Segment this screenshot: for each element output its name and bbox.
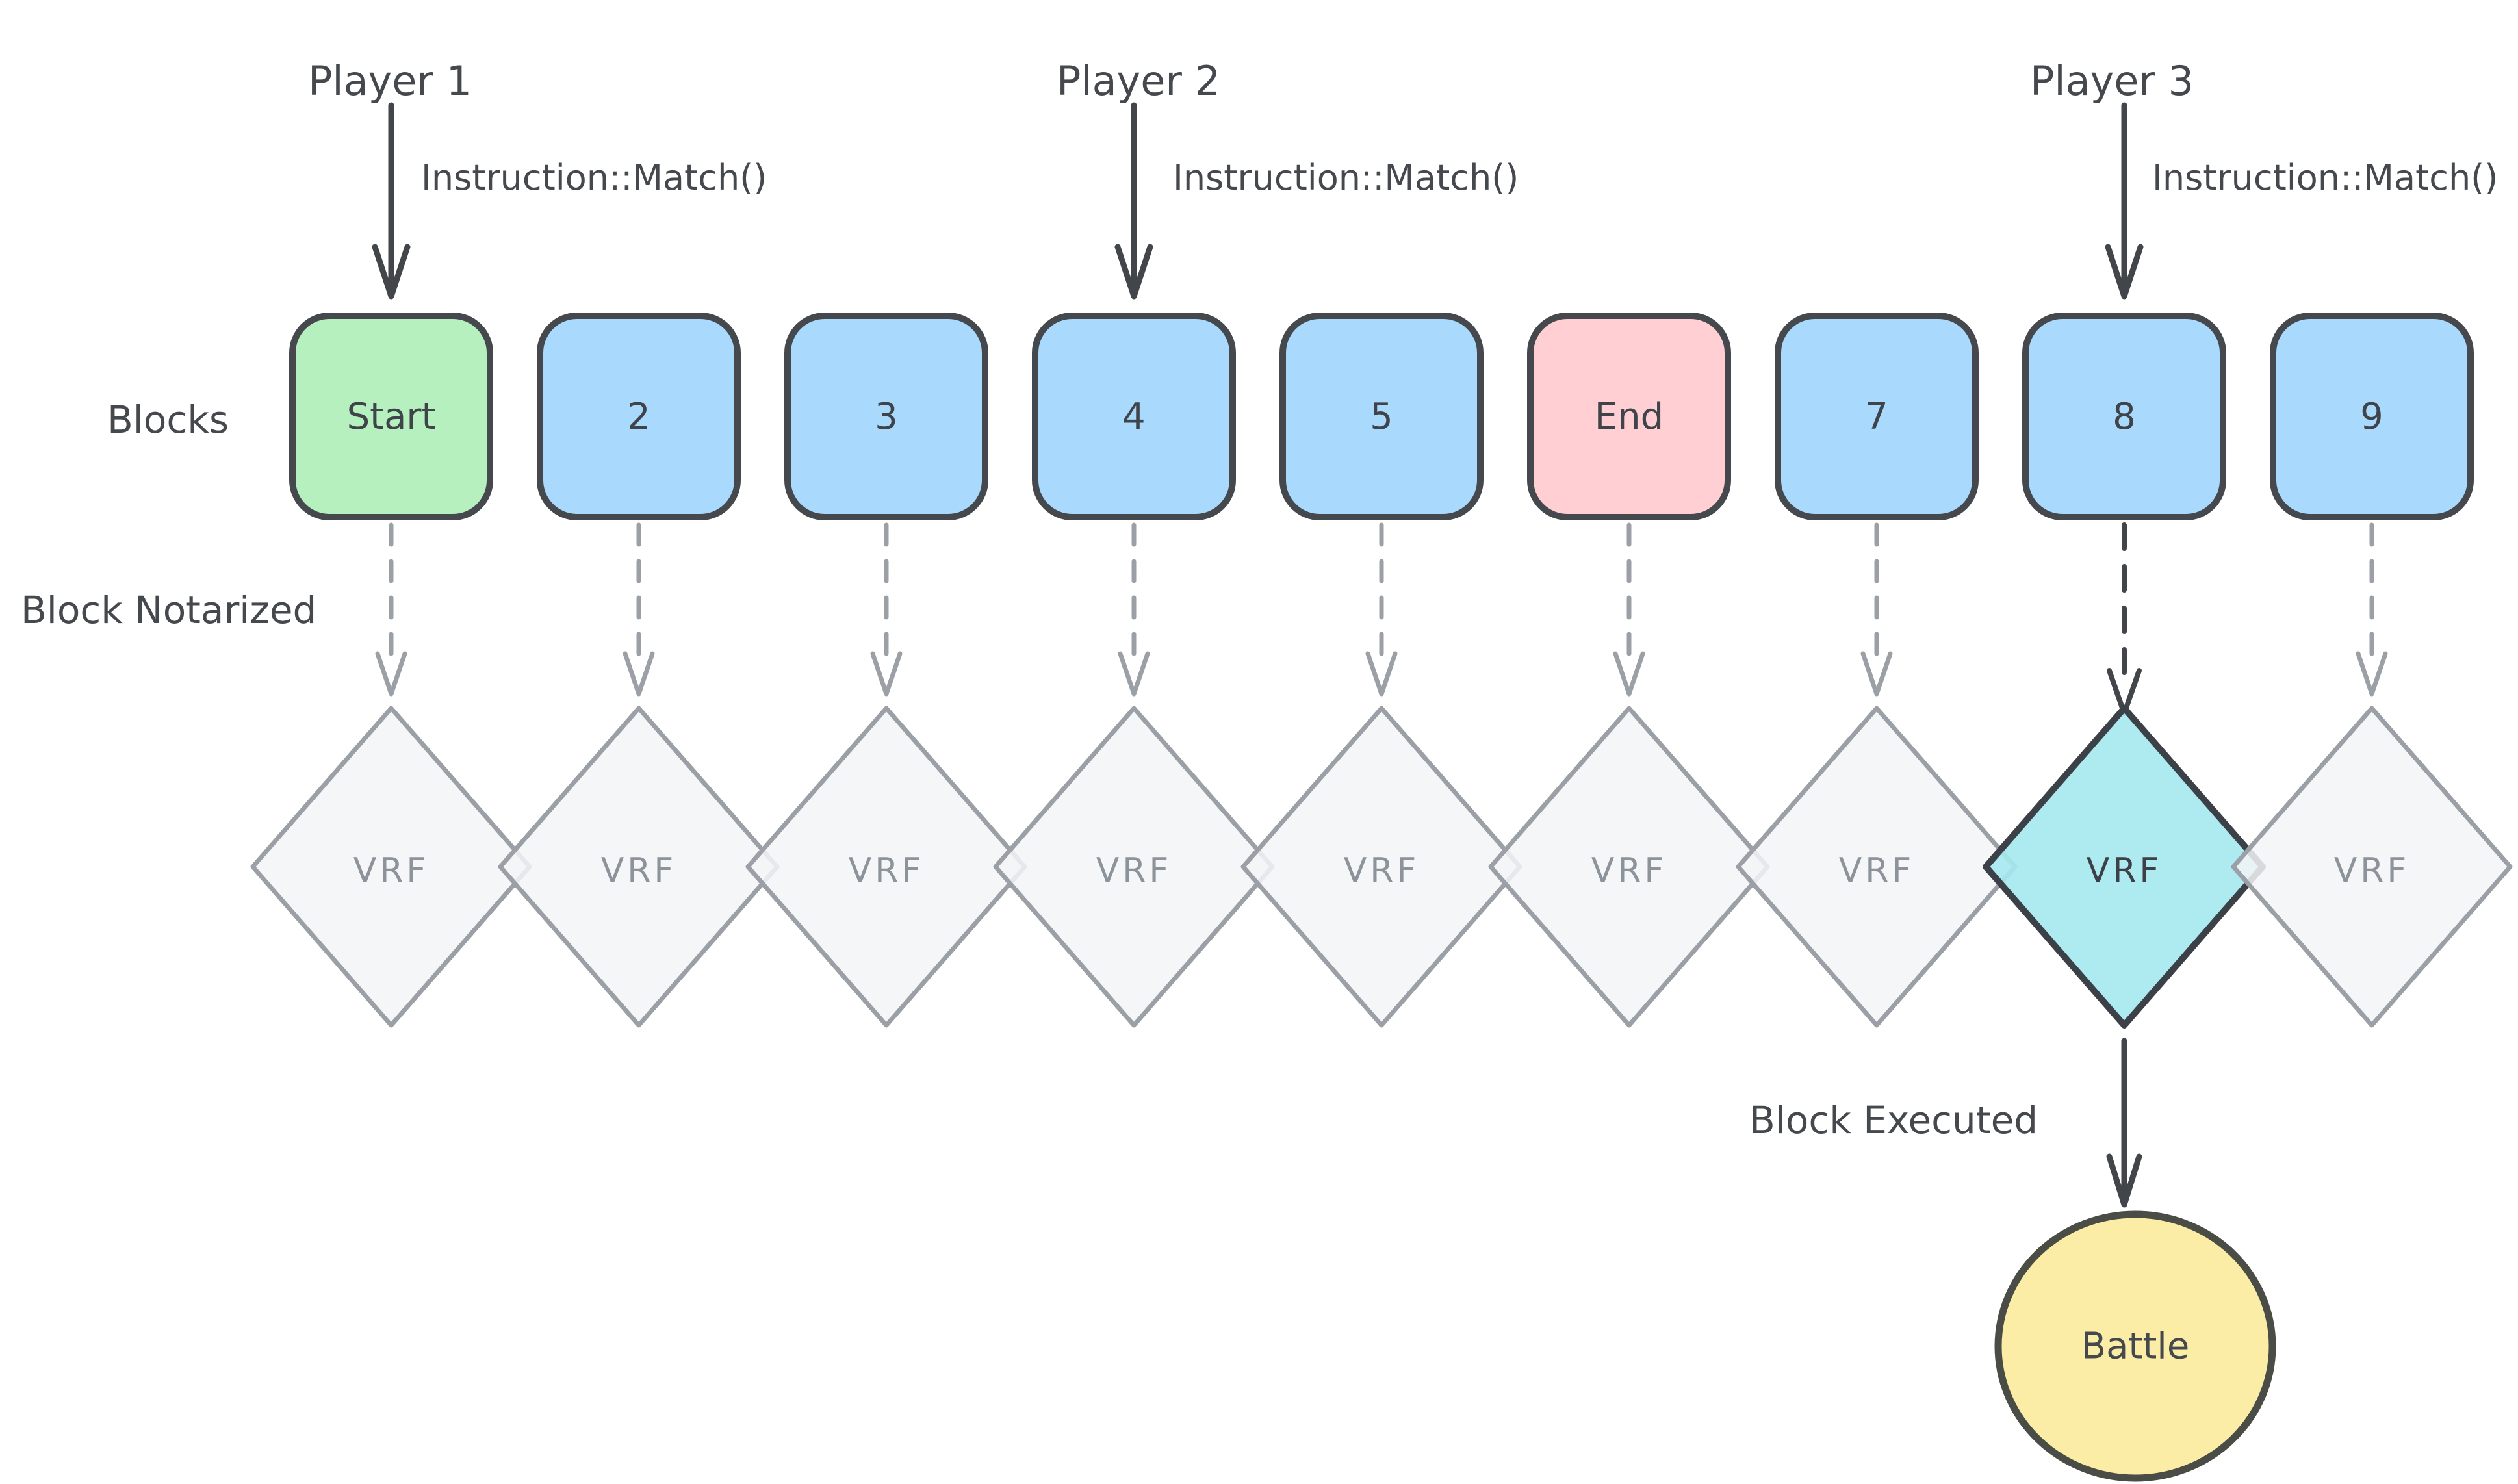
instruction-label-2: Instruction::Match()	[1173, 157, 1519, 198]
vrf-label-7: VRF	[1839, 851, 1915, 890]
block-5: 5	[1279, 313, 1484, 520]
vrf-label-4: VRF	[1096, 851, 1172, 890]
vrf-diamond-2	[498, 706, 780, 1028]
executed-arrow	[2106, 1038, 2142, 1208]
block-label: 3	[875, 395, 898, 438]
vrf-label-8: VRF	[2087, 851, 2163, 890]
vrf-label-3: VRF	[849, 851, 925, 890]
player-1-arrow	[372, 102, 411, 300]
notarized-arrow-5	[1365, 522, 1398, 697]
arrow-head	[1114, 244, 1153, 300]
player-2-arrow	[1114, 102, 1153, 300]
block-4: 4	[1032, 313, 1236, 520]
block-label: End	[1594, 395, 1664, 438]
block-label: Start	[346, 395, 436, 438]
notarized-arrow-8	[2107, 522, 2142, 716]
player-3-label: Player 3	[2029, 57, 2194, 105]
block-label: 4	[1122, 395, 1146, 438]
vrf-diamond-4	[993, 706, 1275, 1028]
notarized-arrow-7	[1860, 522, 1893, 697]
notarized-arrows	[375, 522, 2388, 697]
notarized-arrow-3	[870, 522, 903, 697]
vrf-diamond-9	[2231, 706, 2513, 1028]
notarized-arrow-1	[375, 522, 407, 697]
battle-label: Battle	[2081, 1325, 2190, 1368]
vrf-diamond-7	[1736, 706, 2018, 1028]
vrf-label-5: VRF	[1344, 851, 1420, 890]
block-9: 9	[2270, 313, 2474, 520]
notarized-arrow-9	[2356, 522, 2388, 697]
block-label: 5	[1370, 395, 1393, 438]
player-1-label: Player 1	[307, 57, 472, 105]
vrf-label-6: VRF	[1591, 851, 1667, 890]
notarized-arrow-6	[1613, 522, 1645, 697]
block-label: 9	[2360, 395, 2383, 438]
vrf-label-9: VRF	[2334, 851, 2410, 890]
notarized-arrow-2	[623, 522, 655, 697]
vrf-diamond-3	[745, 706, 1027, 1028]
block-start: Start	[289, 313, 493, 520]
block-label: 8	[2113, 395, 2136, 438]
vrf-diamonds	[250, 705, 2513, 1029]
arrow-head	[2106, 1153, 2142, 1208]
block-executed-label: Block Executed	[1749, 1098, 2038, 1142]
notarized-arrow-4	[1118, 522, 1150, 697]
vrf-label-1: VRF	[353, 851, 430, 890]
instruction-label-1: Instruction::Match()	[421, 157, 767, 198]
block-3: 3	[784, 313, 988, 520]
vrf-diamond-1	[250, 706, 532, 1028]
vrf-diamond-6	[1488, 706, 1770, 1028]
instruction-label-3: Instruction::Match()	[2152, 157, 2499, 198]
vrf-labels: VRF VRF VRF VRF VRF VRF VRF VRF VRF	[353, 851, 2410, 890]
vrf-diamond-8-highlighted	[1983, 705, 2266, 1029]
arrow-head	[372, 244, 411, 300]
block-label: 7	[1865, 395, 1888, 438]
player-2-label: Player 2	[1056, 57, 1221, 105]
battle-node	[1994, 1210, 2276, 1482]
block-notarized-label: Block Notarized	[21, 588, 317, 632]
blocks-row-label: Blocks	[107, 398, 229, 442]
block-7: 7	[1775, 313, 1979, 520]
vrf-label-2: VRF	[601, 851, 677, 890]
block-8: 8	[2022, 313, 2226, 520]
arrow-head	[2105, 244, 2144, 300]
block-label: 2	[627, 395, 650, 438]
player-3-arrow	[2105, 102, 2144, 300]
vrf-diamond-5	[1240, 706, 1522, 1028]
block-end: End	[1527, 313, 1731, 520]
block-2: 2	[537, 313, 741, 520]
